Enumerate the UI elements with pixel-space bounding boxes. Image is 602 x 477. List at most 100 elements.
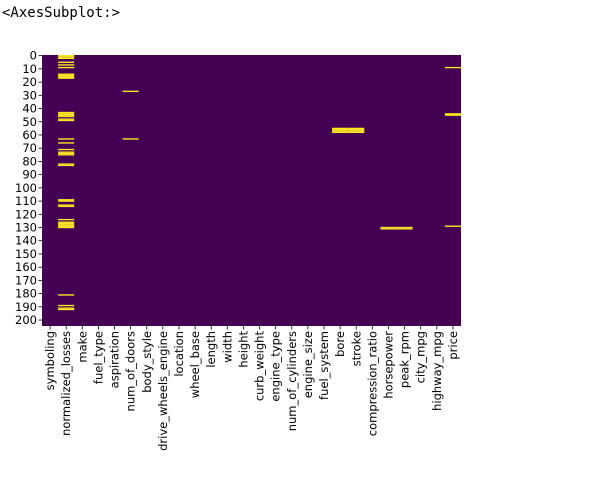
x-tick-label-normalized-losses: normalized_losses (59, 331, 73, 436)
missing-cell-horsepower (380, 226, 397, 229)
x-tick-label-num-of-doors: num_of_doors (124, 331, 138, 411)
x-tick-label-width: width (220, 331, 234, 363)
missing-cell-normalized-losses (58, 308, 75, 311)
y-tick-label: 10 (22, 62, 37, 76)
x-tick-label-location: location (172, 331, 186, 377)
x-tick-label-stroke: stroke (349, 331, 363, 366)
missing-cell-bore (332, 129, 349, 131)
missing-cell-normalized-losses (58, 113, 75, 115)
y-tick-label: 30 (22, 88, 37, 102)
x-tick-label-length: length (204, 331, 218, 368)
missing-cell-normalized-losses (58, 114, 75, 116)
missing-cell-normalized-losses (58, 164, 75, 167)
y-tick-label: 180 (15, 287, 37, 301)
missing-cell-normalized-losses (58, 204, 75, 206)
missing-cell-normalized-losses (58, 138, 75, 140)
x-tick-label-peak-rpm: peak_rpm (398, 331, 412, 388)
missing-cell-bore (332, 127, 349, 130)
x-tick-label-highway-mpg: highway_mpg (430, 331, 444, 411)
x-tick-label-city-mpg: city_mpg (414, 331, 428, 383)
y-tick-label: 80 (22, 154, 37, 168)
missing-cell-normalized-losses (58, 200, 75, 202)
missing-cell-normalized-losses (58, 77, 75, 79)
y-tick-label: 110 (15, 194, 37, 208)
y-tick-label: 20 (22, 75, 37, 89)
heatmap-cells (58, 55, 461, 311)
missing-cell-normalized-losses (58, 56, 75, 58)
missing-cell-normalized-losses (58, 163, 75, 165)
x-tick-label-curb-weight: curb_weight (253, 331, 267, 402)
x-tick-label-make: make (75, 331, 89, 363)
y-tick-label: 40 (22, 102, 37, 116)
x-tick-label-num-of-cylinders: num_of_cylinders (285, 331, 299, 431)
missing-cell-normalized-losses (58, 152, 75, 155)
missing-cell-normalized-losses (58, 66, 75, 69)
missing-cell-normalized-losses (58, 224, 75, 226)
missing-cell-price (444, 66, 461, 69)
missing-cell-price (444, 114, 461, 116)
y-tick-label: 190 (15, 300, 37, 314)
missing-cell-normalized-losses (58, 218, 75, 221)
missing-cell-normalized-losses (58, 119, 75, 122)
missing-cell-normalized-losses (58, 115, 75, 118)
missing-cell-normalized-losses (58, 64, 75, 66)
x-tick-label-aspiration: aspiration (108, 331, 122, 388)
y-tick-label: 90 (22, 168, 37, 182)
missing-cell-normalized-losses (58, 222, 75, 225)
missing-cell-normalized-losses (58, 55, 75, 57)
heatmap-background (42, 55, 461, 326)
y-tick-label: 50 (22, 115, 37, 129)
missing-cell-price (444, 113, 461, 115)
y-tick-label: 150 (15, 247, 37, 261)
missing-cell-stroke (348, 130, 365, 132)
heatmap-present-area (42, 55, 461, 326)
missing-cell-num-of-doors (122, 138, 139, 140)
missing-cell-normalized-losses (58, 151, 75, 153)
missing-cell-normalized-losses (58, 307, 75, 309)
missing-cell-horsepower (380, 228, 397, 230)
x-tick-label-drive-wheels-engine: drive_wheels_engine (156, 331, 170, 451)
y-tick-label: 170 (15, 273, 37, 287)
x-tick-label-compression-ratio: compression_ratio (365, 331, 379, 436)
y-tick-label: 0 (30, 49, 37, 63)
x-tick-label-bore: bore (333, 331, 347, 357)
missing-cell-normalized-losses (58, 294, 75, 296)
missing-cell-normalized-losses (58, 118, 75, 120)
missing-cell-normalized-losses (58, 199, 75, 201)
y-tick-label: 120 (15, 207, 37, 221)
missing-cell-num-of-doors (122, 90, 139, 93)
missing-cell-normalized-losses (58, 142, 75, 144)
missing-cell-normalized-losses (58, 61, 75, 63)
missing-cell-normalized-losses (58, 205, 75, 208)
missing-cell-normalized-losses (58, 111, 75, 114)
x-axis: symboling normalized_losses make fuel_type a… (43, 326, 460, 451)
missing-cell-normalized-losses (58, 57, 75, 60)
y-tick-label: 60 (22, 128, 37, 142)
missing-cell-bore (332, 131, 349, 134)
x-tick-label-symboling: symboling (43, 331, 57, 390)
x-tick-label-price: price (446, 331, 460, 360)
missing-cell-normalized-losses (58, 76, 75, 78)
y-tick-label: 160 (15, 260, 37, 274)
y-tick-label: 130 (15, 221, 37, 235)
missing-cell-normalized-losses (58, 304, 75, 307)
missing-cell-normalized-losses (58, 148, 75, 151)
missing-cell-normalized-losses (58, 154, 75, 156)
missing-cell-normalized-losses (58, 225, 75, 227)
missing-cell-stroke (348, 131, 365, 134)
y-axis: 0102030405060708090100110120130140150160… (15, 49, 42, 327)
x-tick-label-horsepower: horsepower (381, 331, 395, 399)
x-tick-label-engine-type: engine_type (269, 331, 283, 402)
missing-cell-bore (332, 130, 349, 132)
missing-cell-normalized-losses (58, 221, 75, 223)
x-tick-label-fuel-system: fuel_system (317, 331, 331, 400)
x-tick-label-wheel-base: wheel_base (188, 331, 202, 398)
missing-cell-price (444, 225, 461, 227)
x-tick-label-body-style: body_style (140, 331, 154, 393)
x-tick-label-height: height (236, 331, 250, 368)
missing-cell-normalized-losses (58, 226, 75, 229)
missing-cell-stroke (348, 127, 365, 130)
y-tick-label: 200 (15, 313, 37, 327)
missing-cell-peak-rpm (396, 228, 413, 230)
missing-cell-normalized-losses (58, 73, 75, 75)
